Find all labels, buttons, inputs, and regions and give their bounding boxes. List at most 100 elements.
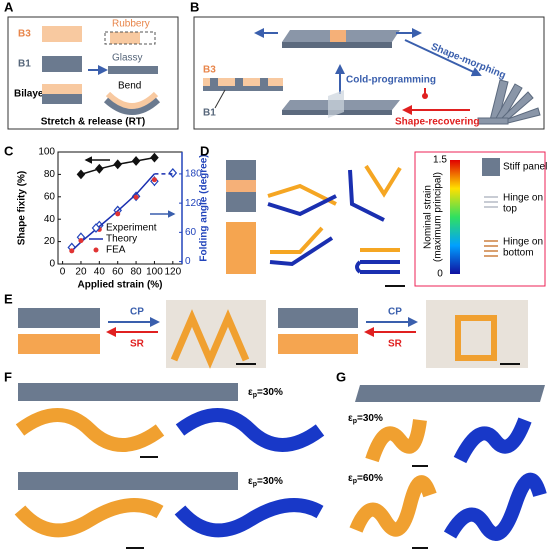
simulated-strip: [453, 417, 532, 464]
text: Shape-recovering: [395, 117, 479, 128]
text: p: [253, 392, 257, 399]
layer: [110, 32, 140, 44]
text: 1.5: [433, 155, 447, 166]
panel-label: E: [4, 291, 13, 306]
simulated-strip: [443, 472, 547, 541]
data-point: [95, 163, 104, 174]
arrow: [404, 39, 482, 77]
layer: [42, 56, 82, 72]
text: top: [503, 204, 517, 215]
panel-d: D Stiff panel 1.5 0 Nominal strain (maxi…: [200, 143, 547, 287]
x-tick-label: 100: [146, 267, 163, 278]
data-point: [151, 177, 157, 183]
simulated-strip: [175, 408, 325, 452]
data-point: [78, 238, 84, 244]
x-tick-label: 60: [112, 267, 124, 278]
data-point: [76, 169, 86, 180]
text: p: [353, 478, 357, 485]
legend-symbol: [91, 223, 101, 233]
layer: [203, 86, 283, 91]
text: =60%: [357, 473, 383, 484]
plane: [328, 90, 344, 118]
x-axis-label: Applied strain (%): [77, 280, 162, 291]
stiff-panel-icon: [482, 158, 500, 176]
strip: [267, 194, 337, 217]
morphed-strip: [14, 498, 164, 538]
x-tick-label: 20: [75, 267, 87, 278]
text: Nominal strain: [423, 185, 434, 249]
y-tick-label: 80: [44, 169, 56, 180]
layer: [42, 26, 82, 42]
text: CP: [388, 307, 402, 318]
text: ε: [348, 413, 353, 424]
x-tick-label: 120: [164, 267, 181, 278]
text: ε: [348, 473, 353, 484]
text: SR: [388, 339, 403, 350]
data-point: [113, 159, 123, 170]
text: Hinge on: [503, 193, 543, 204]
legend-symbol: [93, 247, 99, 253]
panel-c: C 0 20 40 60 80 100 120020406080100060120180Ap…: [4, 143, 210, 290]
text: Hinge on: [503, 237, 543, 248]
epsilon: εp=30%: [248, 387, 283, 399]
panel-f: F εp=30% εp=30%: [4, 369, 325, 549]
text: bottom: [503, 248, 534, 259]
layer: [42, 94, 82, 104]
y2-axis-label: Folding angle (degree): [199, 154, 210, 261]
caption: Stretch & release (RT): [41, 117, 145, 128]
text: Glassy: [112, 53, 143, 64]
strip: [355, 385, 545, 402]
photo: [166, 300, 266, 368]
text: Bilayer: [14, 89, 47, 100]
panel-label: D: [200, 143, 209, 158]
text: Cold-programming: [346, 75, 436, 86]
strip: [18, 334, 100, 354]
panel: [226, 222, 256, 274]
strip: [364, 164, 402, 198]
y-tick-label: 20: [44, 236, 56, 247]
y-tick-label: 40: [44, 214, 56, 225]
epsilon: εp=30%: [348, 413, 383, 425]
text: Stiff panel: [503, 162, 547, 173]
data-point: [131, 156, 141, 166]
panel-e: E CP SR CP SR: [4, 291, 528, 369]
strip: [18, 472, 238, 490]
morphed-strip: [15, 408, 165, 452]
hinge-bottom-icon: [484, 240, 498, 257]
y2-tick-label: 120: [185, 198, 202, 209]
x-tick-label: 80: [131, 267, 143, 278]
hinge: [260, 78, 268, 86]
text: p: [353, 418, 357, 425]
text: B3: [18, 29, 31, 40]
text: =30%: [257, 387, 283, 398]
y-axis-label: Shape fixity (%): [17, 171, 28, 245]
layer: [42, 84, 82, 94]
data-point: [115, 211, 121, 217]
layer: [108, 66, 158, 74]
pointer: [214, 89, 226, 109]
strip: [267, 183, 337, 206]
bent-layer: [103, 97, 161, 115]
panel-a: A B3 Rubbery B1 Glassy Bilayer Bend Stre…: [4, 0, 179, 130]
hinge-top-icon: [484, 196, 498, 208]
outline: [104, 31, 156, 45]
strip: [18, 383, 238, 401]
strip: [278, 308, 358, 328]
legend-label: FEA: [106, 245, 126, 256]
legend-label: Experiment: [106, 223, 157, 234]
text: p: [253, 481, 257, 488]
text: Bend: [118, 81, 141, 92]
colorbar: [450, 160, 460, 274]
y-tick-label: 100: [38, 147, 55, 158]
strip: [18, 308, 100, 328]
data-point: [150, 152, 159, 163]
epsilon: εp=30%: [248, 476, 283, 488]
y-tick-label: 60: [44, 191, 56, 202]
panel-g: G εp=30% εp=60%: [336, 369, 547, 549]
data-point: [168, 168, 178, 178]
frame: [193, 16, 545, 130]
panel-label: C: [4, 143, 14, 158]
text: B1: [18, 59, 31, 70]
x-tick-label: 40: [94, 267, 106, 278]
panel-label: F: [4, 369, 12, 384]
